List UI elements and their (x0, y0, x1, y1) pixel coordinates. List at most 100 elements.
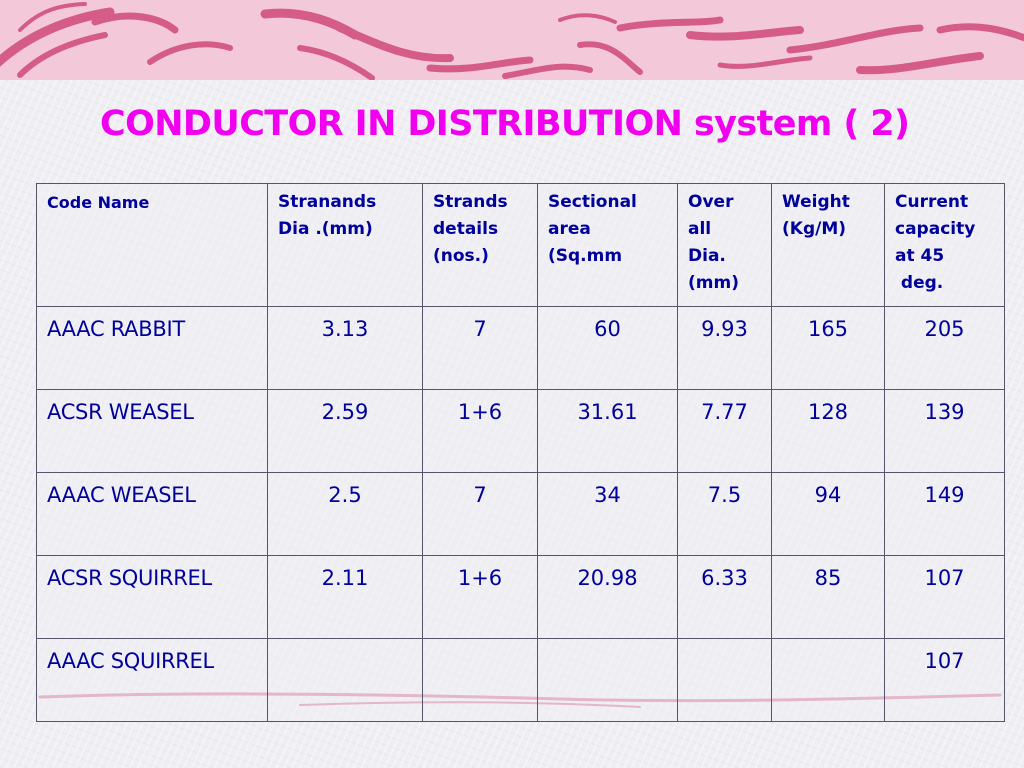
value-cell-strand-dia: 2.5 (267, 472, 423, 556)
value-cell-weight: 85 (771, 555, 885, 639)
value-cell-strand-dia: 3.13 (267, 306, 423, 390)
header-strand-details: Strands details (nos.) (422, 183, 538, 307)
header-line: Strands (433, 192, 508, 212)
value-cell-sectional-area: 60 (537, 306, 678, 390)
value-cell-sectional-area (537, 638, 678, 722)
cell-text: 165 (807, 317, 849, 341)
value-cell-current-capacity: 139 (884, 389, 1005, 473)
value-cell-weight: 94 (771, 472, 885, 556)
cell-text: AAAC WEASEL (47, 483, 196, 507)
conductor-name-cell: ACSR SQUIRREL (36, 555, 268, 639)
cell-text: 205 (924, 317, 965, 341)
value-cell-overall-dia: 6.33 (677, 555, 772, 639)
conductor-name-cell: AAAC RABBIT (36, 306, 268, 390)
header-current-capacity: Current capacity at 45 deg. (884, 183, 1005, 307)
header-line: Code Name (47, 193, 150, 212)
table-row: ACSR WEASEL 2.59 1+6 31.61 7.77 128 139 (36, 389, 1005, 473)
cell-text: ACSR SQUIRREL (47, 566, 212, 590)
cell-text: 128 (807, 400, 849, 424)
value-cell-strand-dia (267, 638, 423, 722)
table-header-row: Code Name Stranands Dia .(mm) Strands detail… (36, 183, 1005, 307)
header-weight: Weight (Kg/M) (771, 183, 885, 307)
table-row: AAAC WEASEL 2.5 7 34 7.5 94 149 (36, 472, 1005, 556)
header-overall-dia: Over all Dia. (mm) (677, 183, 772, 307)
cell-text (678, 639, 771, 649)
value-cell-sectional-area: 34 (537, 472, 678, 556)
header-line: Over (688, 192, 734, 212)
cell-text: 34 (594, 483, 621, 507)
cell-text: 1+6 (457, 566, 503, 590)
swirl-decoration (0, 2, 1024, 80)
cell-text: 139 (924, 400, 965, 424)
header-line: Stranands (278, 192, 377, 212)
conductor-name-cell: AAAC WEASEL (36, 472, 268, 556)
header-line: (mm) (688, 273, 739, 293)
value-cell-overall-dia: 7.77 (677, 389, 772, 473)
cell-text: AAAC SQUIRREL (47, 649, 214, 673)
cell-text (538, 639, 677, 649)
table-row: AAAC SQUIRREL 107 (36, 638, 1005, 722)
cell-text: 85 (814, 566, 842, 590)
conductor-table: Code Name Stranands Dia .(mm) Strands detail… (36, 183, 1005, 722)
table-row: ACSR SQUIRREL 2.11 1+6 20.98 6.33 85 107 (36, 555, 1005, 639)
header-strand-dia: Stranands Dia .(mm) (267, 183, 423, 307)
decorative-top-band (0, 0, 1024, 80)
cell-text: AAAC RABBIT (47, 317, 185, 341)
cell-text: 9.93 (701, 317, 748, 341)
value-cell-current-capacity: 107 (884, 638, 1005, 722)
value-cell-weight (771, 638, 885, 722)
cell-text: 7.5 (707, 483, 742, 507)
header-line: Current (895, 192, 969, 212)
value-cell-strand-details: 7 (422, 306, 538, 390)
header-line: details (433, 219, 499, 239)
cell-text: 149 (924, 483, 965, 507)
cell-text: 31.61 (577, 400, 638, 424)
header-line: (nos.) (433, 246, 489, 266)
value-cell-strand-details: 7 (422, 472, 538, 556)
cell-text: 2.5 (328, 483, 362, 507)
header-line: Sectional (548, 192, 637, 212)
value-cell-overall-dia: 7.5 (677, 472, 772, 556)
cell-text: 7 (473, 483, 487, 507)
value-cell-strand-dia: 2.59 (267, 389, 423, 473)
cell-text: 3.13 (321, 317, 369, 341)
cell-text: 2.59 (321, 400, 369, 424)
header-line: all (688, 219, 712, 239)
header-code-name: Code Name (36, 183, 268, 307)
cell-text: ACSR WEASEL (47, 400, 194, 424)
header-line: deg. (895, 273, 944, 293)
value-cell-overall-dia: 9.93 (677, 306, 772, 390)
cell-text: 20.98 (577, 566, 638, 590)
cell-text: 107 (924, 649, 965, 673)
header-line: (Sq.mm (548, 246, 623, 266)
value-cell-strand-details: 1+6 (422, 389, 538, 473)
cell-text: 6.33 (701, 566, 748, 590)
value-cell-strand-details: 1+6 (422, 555, 538, 639)
cell-text: 60 (594, 317, 621, 341)
cell-text: 2.11 (321, 566, 369, 590)
cell-text (423, 639, 537, 649)
value-cell-sectional-area: 31.61 (537, 389, 678, 473)
header-line: (Kg/M) (782, 219, 847, 239)
value-cell-weight: 165 (771, 306, 885, 390)
cell-text (268, 639, 422, 649)
header-line: Weight (782, 192, 850, 212)
conductor-name-cell: AAAC SQUIRREL (36, 638, 268, 722)
header-line: at 45 (895, 246, 945, 266)
header-line: Dia. (688, 246, 726, 266)
cell-text (772, 639, 884, 649)
cell-text: 7.77 (701, 400, 748, 424)
table-row: AAAC RABBIT 3.13 7 60 9.93 165 205 (36, 306, 1005, 390)
value-cell-overall-dia (677, 638, 772, 722)
header-line: Dia .(mm) (278, 219, 373, 239)
cell-text: 94 (814, 483, 842, 507)
value-cell-sectional-area: 20.98 (537, 555, 678, 639)
header-line: capacity (895, 219, 976, 239)
value-cell-weight: 128 (771, 389, 885, 473)
value-cell-current-capacity: 149 (884, 472, 1005, 556)
conductor-name-cell: ACSR WEASEL (36, 389, 268, 473)
cell-text: 7 (473, 317, 487, 341)
value-cell-strand-dia: 2.11 (267, 555, 423, 639)
cell-text: 107 (924, 566, 965, 590)
value-cell-strand-details (422, 638, 538, 722)
